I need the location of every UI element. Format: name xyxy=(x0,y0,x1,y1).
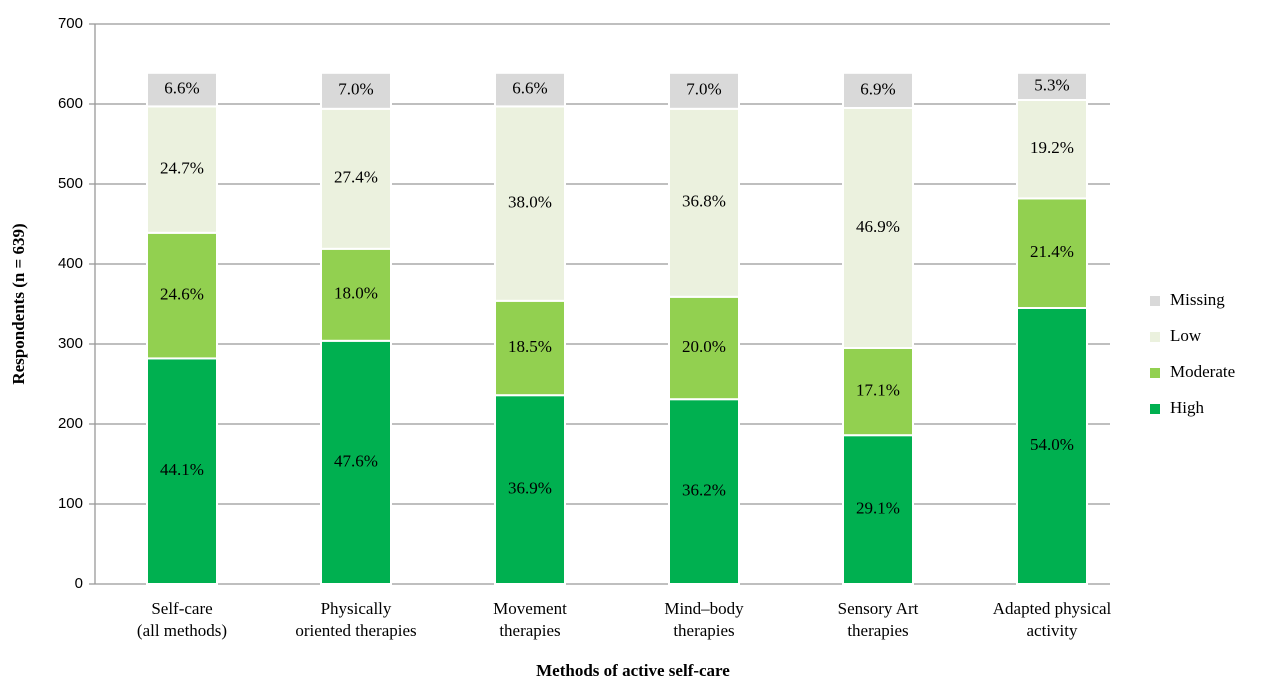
x-tick-label: (all methods) xyxy=(137,621,227,640)
data-label: 20.0% xyxy=(682,337,726,356)
x-tick-label: activity xyxy=(1027,621,1078,640)
bar-segment xyxy=(146,105,218,234)
legend-label: Missing xyxy=(1170,290,1225,309)
x-tick-label: Mind–body xyxy=(664,599,744,618)
data-label: 7.0% xyxy=(686,80,721,99)
bar-segment xyxy=(146,231,218,360)
bar-segment xyxy=(668,107,740,298)
x-tick-label: therapies xyxy=(673,621,734,640)
bar-segment xyxy=(668,71,740,110)
bar-segment xyxy=(320,247,392,342)
data-label: 6.9% xyxy=(860,79,895,98)
data-label: 38.0% xyxy=(508,193,552,212)
legend-label: High xyxy=(1170,398,1205,417)
bar-segment xyxy=(494,71,566,108)
data-label: 18.5% xyxy=(508,337,552,356)
bar-segment xyxy=(320,339,392,585)
y-tick-label: 100 xyxy=(58,495,83,512)
bar-segment xyxy=(842,347,914,437)
data-label: 36.8% xyxy=(682,192,726,211)
y-tick-label: 300 xyxy=(58,335,83,352)
bar-segment xyxy=(842,434,914,586)
data-label: 29.1% xyxy=(856,499,900,518)
y-tick-label: 700 xyxy=(58,15,83,32)
y-tick-label: 600 xyxy=(58,95,83,112)
bar-segment xyxy=(842,107,914,349)
bar-segment xyxy=(320,71,392,110)
data-label: 5.3% xyxy=(1034,75,1069,94)
bar-segment xyxy=(146,357,218,585)
data-label: 17.1% xyxy=(856,381,900,400)
data-label: 44.1% xyxy=(160,460,204,479)
data-label: 7.0% xyxy=(338,80,373,99)
data-label: 19.2% xyxy=(1030,138,1074,157)
data-label: 24.7% xyxy=(160,159,204,178)
x-tick-label: Self-care xyxy=(151,599,212,618)
data-label: 6.6% xyxy=(512,79,547,98)
legend-label: Moderate xyxy=(1170,362,1235,381)
bar-segment xyxy=(668,295,740,401)
x-tick-label: therapies xyxy=(499,621,560,640)
legend-swatch xyxy=(1150,332,1160,342)
bar-segment xyxy=(668,398,740,586)
y-tick-label: 500 xyxy=(58,175,83,192)
data-label: 21.4% xyxy=(1030,242,1074,261)
y-axis-label: Respondents (n = 639) xyxy=(9,223,28,384)
data-label: 6.6% xyxy=(164,79,199,98)
bar-segment xyxy=(1016,307,1088,585)
data-label: 47.6% xyxy=(334,451,378,470)
data-label: 27.4% xyxy=(334,168,378,187)
x-tick-label: Physically xyxy=(321,599,392,618)
x-axis-label: Methods of active self-care xyxy=(536,661,730,680)
bar-segment xyxy=(1016,71,1088,102)
data-label: 24.6% xyxy=(160,285,204,304)
bar-segment xyxy=(842,71,914,110)
bar-segment xyxy=(146,71,218,108)
data-label: 54.0% xyxy=(1030,435,1074,454)
x-tick-label: oriented therapies xyxy=(295,621,416,640)
data-label: 36.9% xyxy=(508,479,552,498)
bar-segment xyxy=(1016,99,1088,200)
x-tick-label: therapies xyxy=(847,621,908,640)
data-label: 18.0% xyxy=(334,284,378,303)
data-label: 36.2% xyxy=(682,481,726,500)
y-tick-label: 0 xyxy=(75,575,83,592)
data-label: 46.9% xyxy=(856,217,900,236)
bar-segment xyxy=(494,394,566,586)
legend-label: Low xyxy=(1170,326,1202,345)
x-tick-label: Adapted physical xyxy=(993,599,1112,618)
legend-swatch xyxy=(1150,404,1160,414)
legend-swatch xyxy=(1150,368,1160,378)
bar-segment xyxy=(494,299,566,397)
x-tick-label: Sensory Art xyxy=(838,599,919,618)
legend-swatch xyxy=(1150,296,1160,306)
y-tick-label: 400 xyxy=(58,255,83,272)
x-tick-label: Movement xyxy=(493,599,567,618)
y-tick-label: 200 xyxy=(58,415,83,432)
